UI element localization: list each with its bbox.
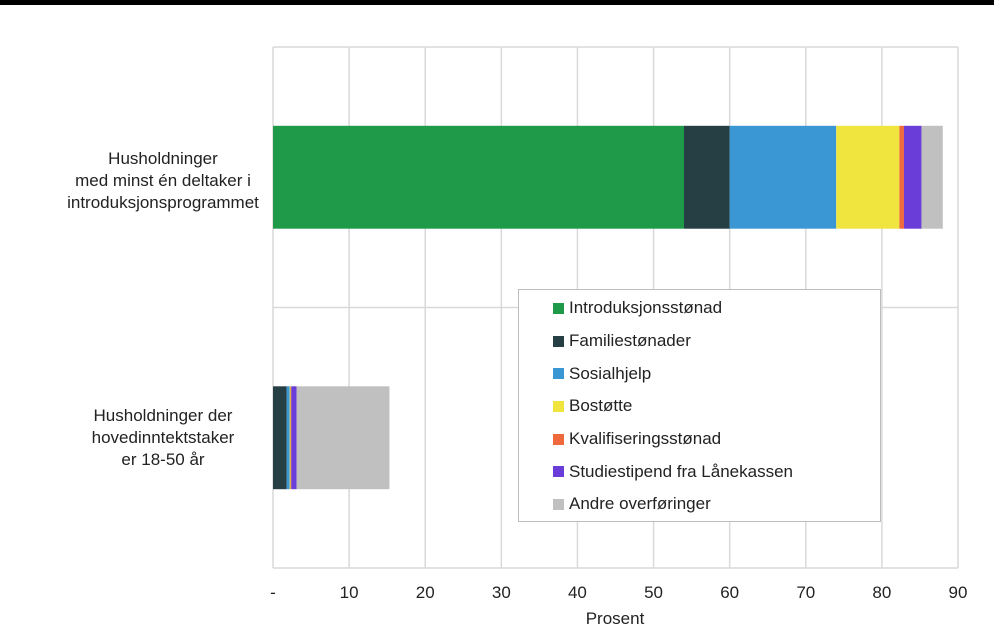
legend-swatch — [553, 368, 564, 380]
legend-label: Bostøtte — [569, 396, 633, 416]
x-tick-label: - — [270, 583, 276, 602]
x-tick-label: 40 — [568, 583, 587, 602]
legend-label: Andre overføringer — [569, 494, 711, 514]
bar-segment — [273, 125, 684, 229]
category-label-line: med minst én deltaker i — [75, 171, 251, 190]
bar-segment — [903, 125, 922, 229]
legend-swatch — [553, 466, 564, 478]
category-label-households-intro: Husholdninger med minst én deltaker i in… — [58, 148, 268, 214]
legend-swatch — [553, 302, 564, 314]
legend-item: Introduksjonsstønad — [519, 292, 880, 325]
category-label-line: introduksjonsprogrammet — [67, 193, 259, 212]
x-tick-label: 90 — [949, 583, 968, 602]
bar-segment — [273, 386, 287, 490]
x-axis-title: Prosent — [586, 609, 645, 628]
category-label-households-18-50: Husholdninger der hovedinntektstaker er … — [58, 405, 268, 471]
legend-item: Familiestønader — [519, 325, 880, 358]
legend-item: Bostøtte — [519, 390, 880, 423]
category-label-line: hovedinntektstaker — [91, 428, 235, 447]
bar-segment — [836, 125, 900, 229]
category-label-line: Husholdninger der — [93, 406, 233, 425]
x-tick-labels: - 10 20 30 40 50 60 70 80 90 — [270, 583, 967, 602]
legend-label: Introduksjonsstønad — [569, 298, 723, 318]
legend-label: Kvalifiseringsstønad — [569, 429, 722, 449]
x-tick-label: 60 — [720, 583, 739, 602]
legend-item: Kvalifiseringsstønad — [519, 423, 880, 456]
legend-swatch — [553, 335, 564, 347]
bar-segment — [290, 386, 292, 490]
bar-segment — [291, 386, 297, 490]
category-label-line: er 18-50 år — [121, 450, 205, 469]
legend-item: Andre overføringer — [519, 488, 880, 521]
x-tick-label: 10 — [340, 583, 359, 602]
bar-segment — [289, 386, 291, 490]
legend-item: Studiestipend fra Lånekassen — [519, 455, 880, 488]
legend-label: Studiestipend fra Lånekassen — [569, 461, 793, 481]
legend: Introduksjonsstønad Familiestønader Sosi… — [518, 289, 881, 522]
bar-segment — [729, 125, 837, 229]
bar-segment — [921, 125, 943, 229]
legend-label: Sosialhjelp — [569, 363, 652, 383]
x-tick-label: 50 — [644, 583, 663, 602]
x-tick-label: 70 — [796, 583, 815, 602]
x-tick-label: 20 — [416, 583, 435, 602]
bar-segment — [286, 386, 290, 490]
legend-swatch — [553, 433, 564, 445]
x-tick-label: 30 — [492, 583, 511, 602]
legend-label: Familiestønader — [569, 331, 691, 351]
legend-swatch — [553, 498, 564, 510]
bar-segment — [296, 386, 390, 490]
bar-segment — [899, 125, 904, 229]
legend-swatch — [553, 400, 564, 412]
category-label-line: Husholdninger — [108, 149, 218, 168]
x-tick-label: 80 — [872, 583, 891, 602]
bars — [273, 125, 943, 490]
legend-item: Sosialhjelp — [519, 357, 880, 390]
top-rule — [0, 0, 994, 5]
bar-segment — [684, 125, 730, 229]
